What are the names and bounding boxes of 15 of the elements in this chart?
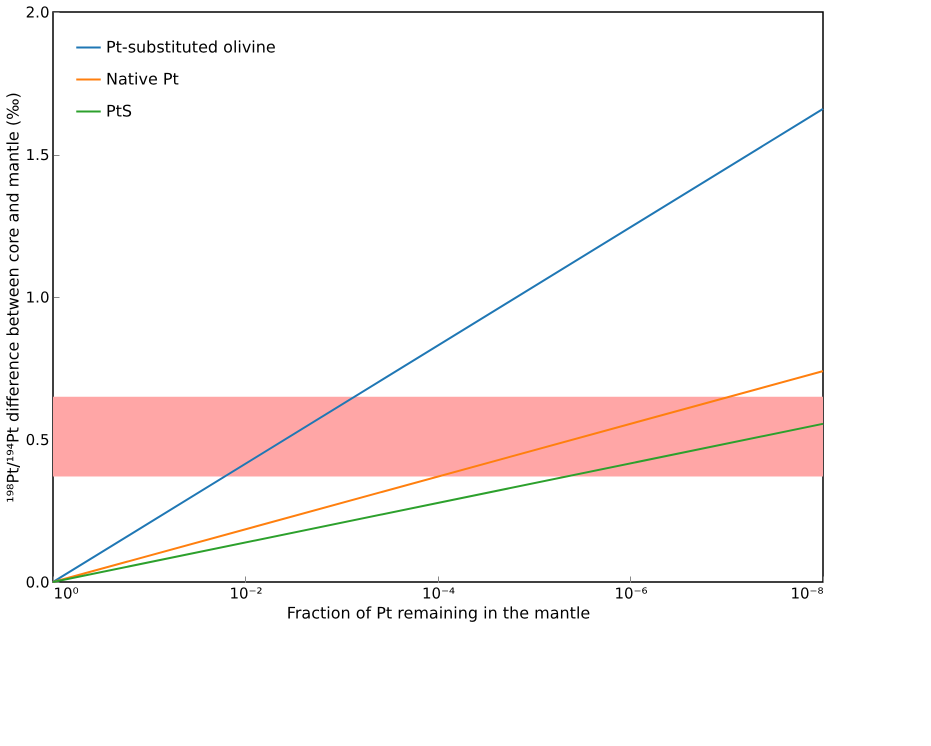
- legend-label: PtS: [106, 102, 132, 120]
- x-axis-title: Fraction of Pt remaining in the mantle: [286, 604, 590, 622]
- legend-label: Native Pt: [106, 70, 179, 88]
- x-tick-label: 10⁻⁸: [790, 584, 824, 602]
- y-tick-label: 1.5: [26, 146, 50, 164]
- x-tick-label: 10⁰: [54, 584, 79, 602]
- x-tick-label: 10⁻²: [229, 584, 263, 602]
- y-axis-title: ¹⁹⁸Pt/¹⁹⁴Pt difference between core and mantle (‰): [4, 92, 23, 503]
- legend-label: Pt-substituted olivine: [106, 38, 276, 56]
- x-tick-label: 10⁻⁴: [422, 584, 456, 602]
- y-tick-label: 0.5: [26, 431, 50, 449]
- y-tick-label: 0.0: [26, 574, 50, 592]
- x-tick-label: 10⁻⁶: [614, 584, 648, 602]
- y-tick-label: 1.0: [26, 288, 50, 306]
- y-tick-label: 2.0: [26, 4, 50, 22]
